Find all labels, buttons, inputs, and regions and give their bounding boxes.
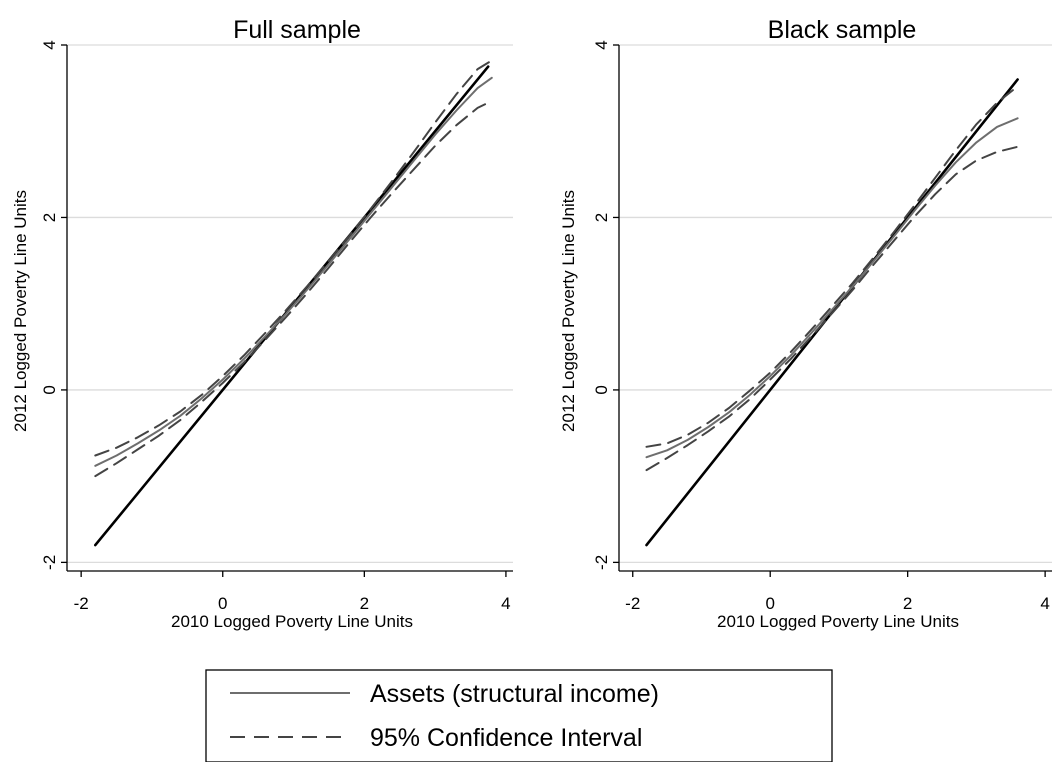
x-axis-title: 2010 Logged Poverty Line Units	[171, 612, 413, 631]
series-line-ci-lower	[94, 100, 493, 478]
y-tick-label: -2	[592, 555, 611, 570]
series-line-ci-lower	[645, 145, 1019, 472]
panel-full-sample: Full sample 2012 Logged Poverty Line Uni…	[11, 16, 513, 631]
panel-black-sample: Black sample 2012 Logged Poverty Line Un…	[559, 16, 1052, 631]
panel-title: Black sample	[768, 16, 917, 44]
y-tick-label: 0	[40, 385, 59, 394]
y-tick-label: 4	[592, 40, 611, 49]
y-axis-title: 2012 Logged Poverty Line Units	[11, 190, 30, 432]
x-tick-label: 0	[218, 594, 227, 613]
legend-label-estimate: Assets (structural income)	[370, 680, 659, 708]
series-line-estimate	[645, 117, 1019, 459]
y-axis-title: 2012 Logged Poverty Line Units	[559, 190, 578, 432]
y-tick-label: -2	[40, 555, 59, 570]
x-axis-title: 2010 Logged Poverty Line Units	[717, 612, 959, 631]
y-tick-label: 4	[40, 40, 59, 49]
x-tick-label: -2	[625, 594, 640, 613]
series-line-estimate	[94, 76, 493, 467]
plot-area: -2 0 2 4 -2 0 2 4	[592, 40, 1052, 613]
series-line-ci-upper	[94, 59, 493, 457]
x-tick-label: 4	[501, 594, 510, 613]
legend: Assets (structural income) 95% Confidenc…	[205, 669, 833, 762]
x-tick-label: 2	[903, 594, 912, 613]
x-tick-label: -2	[74, 594, 89, 613]
series-line-ci-upper	[645, 85, 1019, 448]
x-tick-label: 2	[360, 594, 369, 613]
y-tick-label: 2	[40, 213, 59, 222]
legend-box	[205, 669, 833, 762]
legend-label-ci: 95% Confidence Interval	[370, 724, 642, 752]
y-tick-label: 2	[592, 213, 611, 222]
x-tick-label: 4	[1040, 594, 1049, 613]
x-tick-label: 0	[765, 594, 774, 613]
panel-title: Full sample	[233, 16, 361, 44]
y-tick-label: 0	[592, 385, 611, 394]
plot-area: -2 0 2 4 -2 0 2 4	[40, 40, 513, 613]
